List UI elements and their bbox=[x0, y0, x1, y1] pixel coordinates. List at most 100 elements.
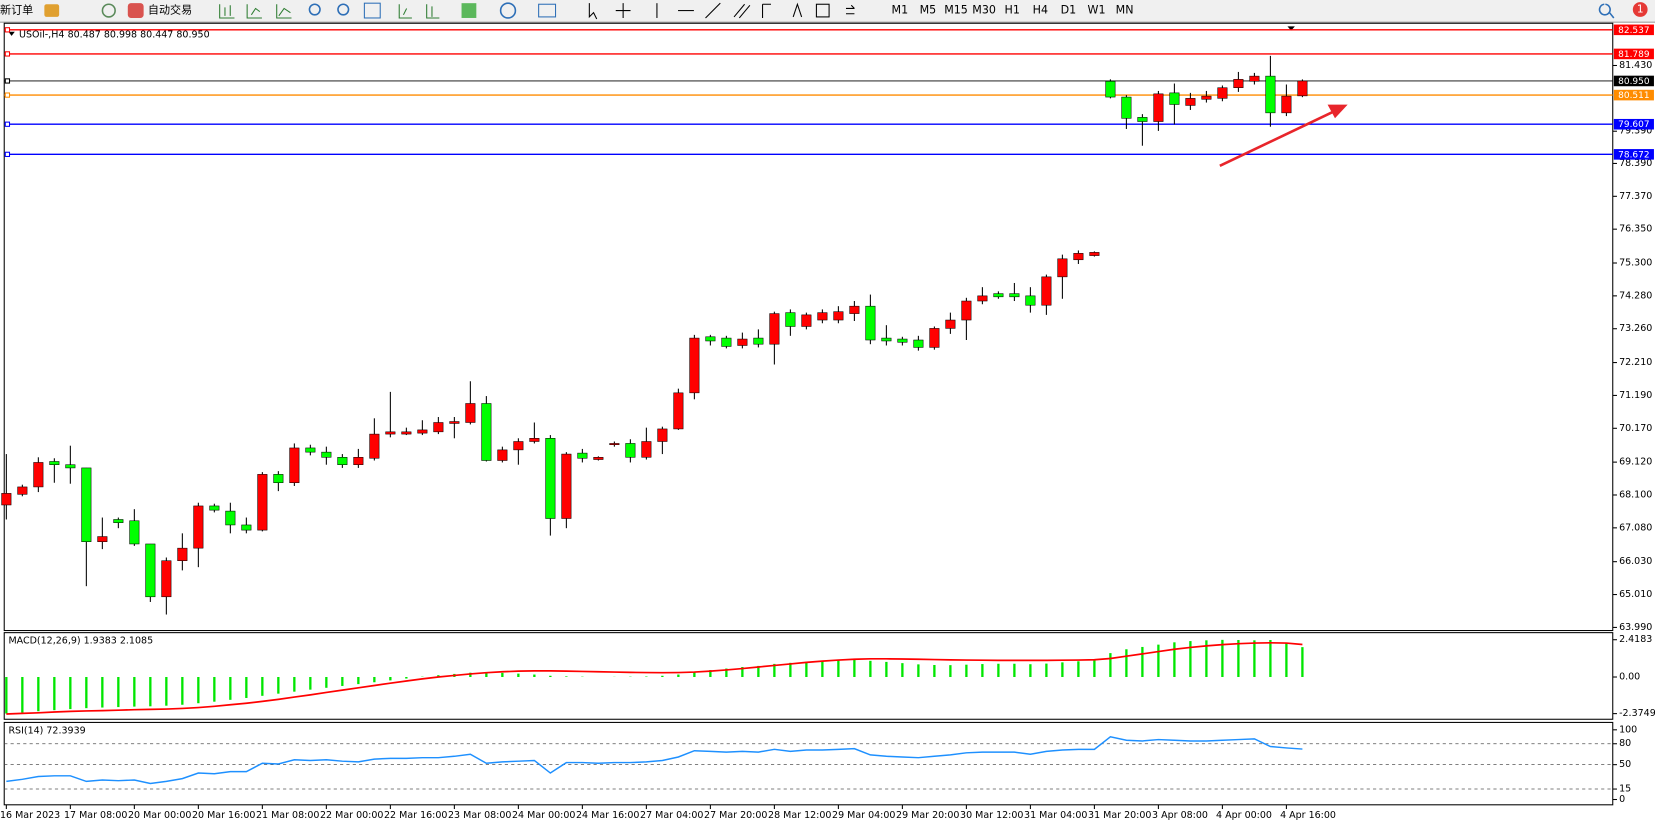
candle-body bbox=[289, 447, 300, 484]
candle-body bbox=[1185, 98, 1196, 106]
price-line-handle bbox=[4, 51, 11, 57]
candle-body bbox=[529, 438, 540, 442]
timeframe-button[interactable]: H4 bbox=[1033, 4, 1048, 17]
icon[interactable] bbox=[461, 3, 477, 18]
y-tick-label: 75.300 bbox=[1619, 258, 1652, 269]
candle-body bbox=[225, 510, 236, 526]
crosshair-tool[interactable] bbox=[615, 3, 631, 18]
timeframe-button[interactable]: MN bbox=[1116, 4, 1134, 17]
candle-body bbox=[241, 524, 252, 531]
price-line-handle bbox=[4, 92, 11, 98]
candle-body bbox=[865, 305, 876, 341]
candle-body bbox=[1201, 95, 1212, 100]
candle-body bbox=[1089, 252, 1100, 256]
candle-body bbox=[1073, 253, 1084, 261]
macd-panel bbox=[3, 632, 1614, 720]
x-tick-label: 21 Mar 08:00 bbox=[256, 810, 319, 821]
candle-body bbox=[49, 461, 60, 465]
channel-tool[interactable] bbox=[733, 3, 751, 19]
zoom-in[interactable] bbox=[308, 3, 321, 16]
candle-body bbox=[1153, 93, 1164, 122]
icon[interactable] bbox=[44, 4, 60, 17]
candle-body bbox=[65, 464, 76, 469]
x-tick-label: 28 Mar 12:00 bbox=[768, 810, 831, 821]
text-tool[interactable] bbox=[792, 2, 803, 18]
candle-body bbox=[977, 295, 988, 302]
candle-body bbox=[449, 421, 460, 424]
y-tick-label: 69.120 bbox=[1619, 457, 1652, 468]
y-tick-label: 76.350 bbox=[1619, 224, 1652, 235]
timeframe-button[interactable]: D1 bbox=[1061, 4, 1077, 17]
icon[interactable] bbox=[276, 4, 292, 19]
x-tick-label: 29 Mar 04:00 bbox=[832, 810, 895, 821]
plot-layer: 81.430 79.390 78.390 77.370 76.350 75.300 74.2… bbox=[0, 24, 1655, 821]
auto-trading-button[interactable]: 自动交易 bbox=[148, 3, 192, 17]
y-tick-label: 100 bbox=[1619, 724, 1637, 735]
price-panel bbox=[3, 22, 1614, 632]
candle-body bbox=[577, 452, 588, 459]
y-tick-label: 80 bbox=[1619, 738, 1631, 749]
candle-body bbox=[1009, 293, 1020, 298]
candle-body bbox=[641, 441, 652, 458]
symbol-title: USOil-,H4 bbox=[19, 29, 64, 40]
candle-body bbox=[353, 457, 364, 465]
candle-body bbox=[833, 311, 844, 321]
icon[interactable] bbox=[398, 4, 412, 19]
arrow-tool[interactable] bbox=[845, 4, 855, 15]
zoom-out[interactable] bbox=[337, 3, 350, 16]
y-tick-label: 74.280 bbox=[1619, 290, 1652, 301]
candle-body bbox=[1057, 258, 1068, 278]
candle-body bbox=[193, 505, 204, 549]
timeframe-button[interactable]: M5 bbox=[920, 4, 937, 17]
fibo-tool[interactable] bbox=[762, 3, 771, 18]
timeframe-button[interactable]: M15 bbox=[944, 4, 968, 17]
price-label-box bbox=[1613, 149, 1654, 160]
cursor-tool[interactable] bbox=[588, 3, 598, 20]
candle-body bbox=[113, 519, 124, 523]
candle-body bbox=[97, 536, 108, 542]
icon[interactable] bbox=[219, 4, 235, 19]
timeframe-button[interactable]: H1 bbox=[1005, 4, 1020, 17]
label-tool[interactable] bbox=[815, 3, 830, 18]
y-tick-label: 2.4183 bbox=[1619, 634, 1652, 645]
candle-body bbox=[737, 338, 748, 346]
auto-trading-icon[interactable] bbox=[127, 3, 144, 18]
timeframe-button[interactable]: M30 bbox=[972, 4, 996, 17]
icon[interactable] bbox=[363, 2, 381, 19]
icon[interactable] bbox=[538, 3, 557, 18]
symbol-menu-arrow bbox=[8, 31, 15, 36]
price-label: 80.950 bbox=[1618, 77, 1650, 87]
x-tick-label: 20 Mar 16:00 bbox=[192, 810, 255, 821]
y-tick-label: 81.430 bbox=[1619, 60, 1652, 71]
search-icon[interactable] bbox=[1598, 3, 1615, 19]
trendline-tool[interactable] bbox=[705, 2, 721, 19]
icon[interactable] bbox=[246, 4, 262, 19]
new-order-button[interactable]: 新订单 bbox=[0, 3, 33, 17]
icon[interactable] bbox=[499, 2, 517, 19]
icon[interactable] bbox=[101, 3, 116, 18]
icon[interactable] bbox=[426, 4, 440, 19]
candle-body bbox=[1105, 81, 1116, 98]
candle-body bbox=[417, 429, 428, 434]
candle-body bbox=[785, 312, 796, 327]
y-tick-label: 72.210 bbox=[1619, 357, 1652, 368]
x-tick-label: 24 Mar 16:00 bbox=[576, 810, 639, 821]
y-tick-label: 65.010 bbox=[1619, 589, 1652, 600]
candle-body bbox=[625, 443, 636, 458]
candle-body bbox=[1137, 117, 1148, 122]
x-tick-label: 31 Mar 20:00 bbox=[1088, 810, 1151, 821]
price-line-handle bbox=[4, 78, 11, 84]
candle-body bbox=[129, 520, 140, 545]
candle-body bbox=[689, 337, 700, 394]
candle-body bbox=[513, 441, 524, 451]
timeframe-button[interactable]: M1 bbox=[892, 4, 909, 17]
alert-badge[interactable] bbox=[1632, 2, 1648, 17]
y-tick-label: 0.00 bbox=[1619, 672, 1640, 683]
candle-body bbox=[1169, 92, 1180, 105]
y-tick-label: 15 bbox=[1619, 784, 1631, 795]
timeframe-button[interactable]: W1 bbox=[1087, 4, 1105, 17]
candle-body bbox=[913, 339, 924, 348]
candle-body bbox=[881, 337, 892, 342]
candle-body bbox=[801, 314, 812, 327]
